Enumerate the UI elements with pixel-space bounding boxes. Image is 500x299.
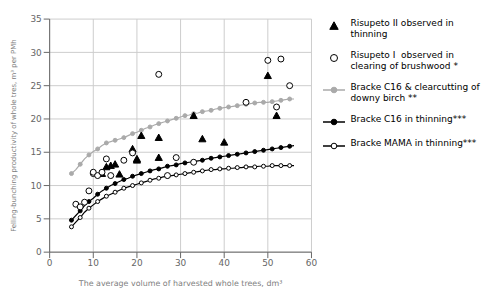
html-text:Risupeto II observed in thinni: Risupeto II observed in thinning — [350, 18, 454, 39]
html-text:Bracke C16 & clearcutting of d: Bracke C16 & clearcutting of downy birch… — [350, 82, 480, 103]
svg-text:0: 0 — [36, 247, 42, 257]
svg-text:The average volume of harveste: The average volume of harvested whole tr… — [78, 279, 283, 288]
svg-text:35: 35 — [30, 14, 41, 24]
svg-text:20: 20 — [30, 114, 42, 124]
svg-text:25: 25 — [30, 81, 41, 91]
svg-text:0: 0 — [47, 258, 53, 268]
svg-text:15: 15 — [30, 147, 41, 157]
svg-text:20: 20 — [131, 258, 143, 268]
svg-text:50: 50 — [262, 258, 274, 268]
svg-text:10: 10 — [30, 181, 42, 191]
html-text:Risupeto I observed in clearin: Risupeto I observed in clearing of brush… — [350, 50, 458, 71]
html-text:Bracke MAMA in thinning***: Bracke MAMA in thinning*** — [350, 138, 477, 148]
svg-text:60: 60 — [306, 258, 318, 268]
svg-text:30: 30 — [175, 258, 187, 268]
html-text:Bracke C16 in thinning***: Bracke C16 in thinning*** — [350, 114, 467, 124]
svg-text:30: 30 — [30, 48, 42, 58]
svg-text:40: 40 — [219, 258, 231, 268]
svg-text:5: 5 — [36, 214, 42, 224]
svg-text:10: 10 — [88, 258, 100, 268]
svg-text:Felling-bunching productivity: Felling-bunching productivity of whole t… — [10, 39, 18, 231]
